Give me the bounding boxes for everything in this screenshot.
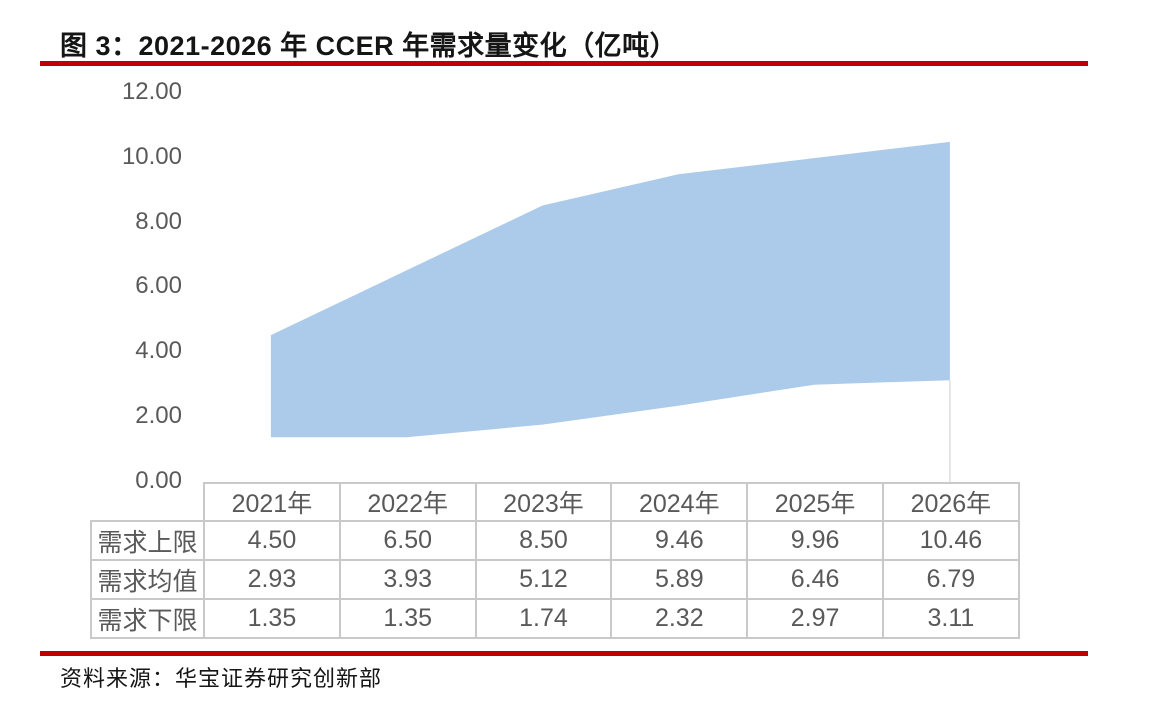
table-body: 2021年 2022年 2023年 2024年 2025年 2026年 需求上限 4.50 6.… — [90, 482, 1020, 639]
y-axis-tick-label: 6.00 — [135, 272, 182, 300]
table-corner-cell — [91, 483, 204, 521]
table-cell: 4.50 — [203, 520, 341, 561]
table-year-header: 2022年 — [338, 482, 477, 522]
figure-title: 图 3：2021-2026 年 CCER 年需求量变化（亿吨） — [60, 31, 678, 61]
table-row-label: 需求下限 — [90, 598, 205, 639]
table-row: 需求上限 4.50 6.50 8.50 9.46 9.96 10.46 — [90, 520, 1020, 561]
y-axis-tick-label: 10.00 — [121, 142, 182, 170]
table-cell: 9.96 — [746, 520, 884, 561]
table-cell: 6.46 — [746, 559, 884, 600]
table-year-header: 2025年 — [746, 482, 884, 522]
table-cell: 8.50 — [474, 520, 613, 561]
table-cell: 2.93 — [203, 559, 341, 600]
table-year-header: 2023年 — [474, 482, 613, 522]
table-cell: 5.12 — [474, 559, 613, 600]
table-cell: 5.89 — [610, 559, 749, 600]
y-axis-tick-label: 12.00 — [121, 78, 182, 105]
table-cell: 6.79 — [881, 559, 1020, 600]
area-chart — [270, 141, 951, 483]
y-axis-tick-label: 4.00 — [135, 337, 182, 365]
table-row: 需求下限 1.35 1.35 1.74 2.32 2.97 3.11 — [90, 598, 1020, 639]
table-year-header: 2024年 — [610, 482, 749, 522]
table-cell: 1.35 — [203, 598, 341, 639]
table-row-label: 需求上限 — [90, 520, 205, 561]
table-cell: 3.11 — [881, 598, 1020, 639]
table-row: 需求均值 2.93 3.93 5.12 5.89 6.46 6.79 — [90, 559, 1020, 600]
table-cell: 2.97 — [746, 598, 884, 639]
table-cell: 1.74 — [474, 598, 613, 639]
chart-data-table: 2021年 2022年 2023年 2024年 2025年 2026年 需求上限 4.50 6.… — [90, 482, 1020, 639]
source-divider-line — [40, 651, 1088, 656]
table-cell: 2.32 — [610, 598, 749, 639]
table-cell: 10.46 — [881, 520, 1020, 561]
y-axis-tick-label: 2.00 — [135, 402, 182, 430]
table-cell: 3.93 — [338, 559, 477, 600]
title-divider-line — [40, 61, 1088, 66]
y-axis-tick-label: 0.00 — [135, 466, 182, 494]
table-year-header: 2026年 — [881, 482, 1020, 522]
table-row-label: 需求均值 — [90, 559, 205, 600]
demand-band-area — [270, 141, 950, 438]
y-axis-tick-label: 8.00 — [135, 207, 182, 235]
table-header-row: 2021年 2022年 2023年 2024年 2025年 2026年 — [91, 482, 1020, 522]
table-year-header: 2021年 — [203, 482, 341, 522]
table-cell: 6.50 — [338, 520, 477, 561]
table-cell: 9.46 — [610, 520, 749, 561]
table-cell: 1.35 — [338, 598, 477, 639]
source-note: 资料来源：华宝证券研究创新部 — [60, 666, 383, 691]
